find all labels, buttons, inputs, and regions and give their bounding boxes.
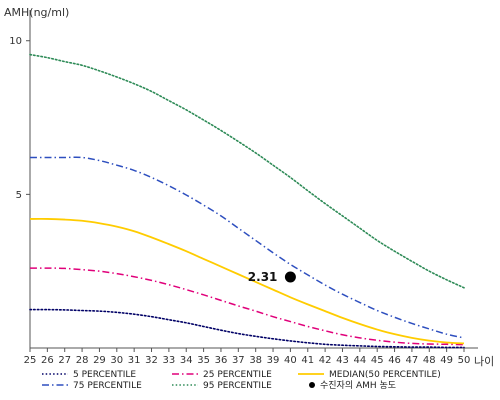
patient-value-dot <box>284 271 296 283</box>
x-tick-label: 30 <box>110 355 123 366</box>
x-tick-label: 27 <box>58 355 71 366</box>
series-line-25-percentile <box>29 267 465 346</box>
y-tick-label: 5 <box>16 190 22 201</box>
x-tick-label: 47 <box>406 355 419 366</box>
x-tick-label: 35 <box>197 355 210 366</box>
x-tick-label: 50 <box>458 355 471 366</box>
x-tick-label: 25 <box>24 355 37 366</box>
y-tick-label: 10 <box>9 36 22 47</box>
y-axis-title: AMH(ng/ml) <box>4 6 69 19</box>
legend-label-25-percentile: 25 PERCENTILE <box>203 370 272 380</box>
x-tick-label: 28 <box>76 355 89 366</box>
x-tick-label: 32 <box>145 355 158 366</box>
x-tick-label: 41 <box>301 355 314 366</box>
x-tick-label: 37 <box>232 355 245 366</box>
x-tick-label: 26 <box>41 355 54 366</box>
x-tick-label: 46 <box>388 355 401 366</box>
series-line-95-percentile <box>29 53 465 289</box>
x-tick-label: 33 <box>163 355 176 366</box>
legend-label-patient-value: 수진자의 AMH 농도 <box>320 380 396 391</box>
legend-label-75-percentile: 75 PERCENTILE <box>73 381 142 391</box>
legend-label-5-percentile: 5 PERCENTILE <box>73 370 136 380</box>
series-layer <box>29 53 465 349</box>
x-tick-label: 29 <box>93 355 106 366</box>
x-tick-label: 49 <box>440 355 453 366</box>
series-line-5-percentile <box>29 308 465 349</box>
legend-swatch-patient-value <box>309 382 315 388</box>
x-axis-title: 나이 <box>474 355 494 368</box>
legend-label-95-percentile: 95 PERCENTILE <box>203 381 272 391</box>
x-ticks: 25 26 27 28 29 30 31 32 33 34 35 36 37 38 39 40 41 42 43 44… <box>24 348 471 366</box>
series-line-75-percentile <box>29 156 465 339</box>
x-tick-label: 31 <box>128 355 141 366</box>
legend: 5 PERCENTILE 25 PERCENTILE MEDIAN(50 PERCE… <box>42 370 441 391</box>
x-tick-label: 43 <box>336 355 349 366</box>
x-tick-label: 39 <box>267 355 280 366</box>
x-tick-label: 34 <box>180 355 193 366</box>
x-tick-label: 38 <box>249 355 262 366</box>
x-tick-label: 45 <box>371 355 384 366</box>
legend-label-median-50-percentile: MEDIAN(50 PERCENTILE) <box>329 370 441 380</box>
x-tick-label: 48 <box>423 355 436 366</box>
patient-value-marker: 2.31 <box>248 270 296 284</box>
series-line-median-50-percentile <box>29 218 465 345</box>
x-tick-label: 36 <box>215 355 228 366</box>
patient-value-label: 2.31 <box>248 270 278 284</box>
y-ticks: 5 10 <box>9 36 30 201</box>
x-tick-label: 44 <box>353 355 366 366</box>
x-tick-label: 40 <box>284 355 297 366</box>
x-tick-label: 42 <box>319 355 332 366</box>
